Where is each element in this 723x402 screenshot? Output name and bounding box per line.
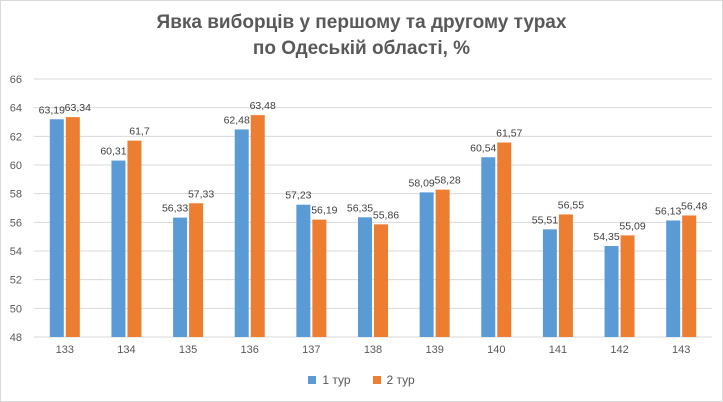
data-label: 55,51 xyxy=(532,214,558,226)
data-label: 55,86 xyxy=(373,209,399,221)
chart-title-line-1: Явка виборців у першому та другому турах xyxy=(156,12,567,33)
data-label: 56,35 xyxy=(347,202,373,214)
data-label: 56,19 xyxy=(311,205,337,217)
data-label: 61,57 xyxy=(496,127,522,139)
data-label: 56,13 xyxy=(655,205,681,217)
data-label: 57,23 xyxy=(285,190,311,202)
data-label: 55,09 xyxy=(619,220,645,232)
data-label: 56,33 xyxy=(162,203,188,215)
legend: 1 тур 2 тур xyxy=(0,373,723,387)
y-tick-label: 60 xyxy=(10,160,22,172)
data-label: 56,55 xyxy=(558,199,584,211)
bar-series-2 xyxy=(250,115,265,338)
y-tick-label: 54 xyxy=(10,246,22,258)
bar-series-1 xyxy=(111,160,126,337)
y-tick-label: 52 xyxy=(10,275,22,287)
y-tick-label: 48 xyxy=(10,332,22,344)
bar-series-2 xyxy=(497,142,512,337)
data-label: 56,48 xyxy=(681,200,707,212)
bar-series-2 xyxy=(127,140,142,337)
y-tick-label: 62 xyxy=(10,131,22,143)
x-tick-label: 143 xyxy=(672,344,690,356)
legend-swatch-series-1 xyxy=(308,376,317,384)
x-tick-label: 134 xyxy=(117,344,135,356)
bar-series-1 xyxy=(481,157,496,337)
bar-series-1 xyxy=(666,220,681,337)
bar-series-1 xyxy=(419,192,434,337)
x-tick-label: 139 xyxy=(425,344,443,356)
bar-series-1 xyxy=(49,119,64,337)
bar-series-1 xyxy=(542,229,557,337)
legend-label-series-1: 1 тур xyxy=(322,373,351,387)
data-label: 57,33 xyxy=(188,188,214,200)
bar-series-1 xyxy=(234,129,249,337)
data-label: 60,54 xyxy=(470,142,496,154)
x-tick-label: 136 xyxy=(241,344,259,356)
chart-title-line-2: по Одеській області, % xyxy=(252,38,471,59)
data-label: 60,31 xyxy=(100,146,126,158)
y-tick-label: 50 xyxy=(10,303,22,315)
bar-series-1 xyxy=(173,217,188,337)
y-tick-label: 58 xyxy=(10,189,22,201)
bar-series-2 xyxy=(65,117,80,337)
x-tick-label: 135 xyxy=(179,344,197,356)
legend-swatch-series-2 xyxy=(372,376,381,384)
x-tick-label: 142 xyxy=(610,344,628,356)
data-label: 58,28 xyxy=(434,175,460,187)
bar-series-2 xyxy=(435,189,450,337)
x-tick-label: 141 xyxy=(549,344,567,356)
bar-series-1 xyxy=(604,245,619,337)
y-tick-label: 66 xyxy=(10,74,22,86)
x-tick-label: 137 xyxy=(302,344,320,356)
y-tick-label: 64 xyxy=(10,103,22,115)
bar-series-1 xyxy=(296,204,311,337)
legend-item-series-1: 1 тур xyxy=(308,373,351,387)
legend-item-series-2: 2 тур xyxy=(372,373,415,387)
bar-series-2 xyxy=(682,215,697,337)
x-tick-label: 140 xyxy=(487,344,505,356)
bar-series-2 xyxy=(620,235,635,337)
data-label: 63,19 xyxy=(39,104,65,116)
bar-series-2 xyxy=(558,214,573,337)
bar-series-2 xyxy=(374,224,388,337)
legend-label-series-2: 2 тур xyxy=(386,373,415,387)
data-label: 63,48 xyxy=(250,100,276,112)
y-tick-label: 56 xyxy=(10,217,22,229)
bar-series-2 xyxy=(189,203,204,337)
data-label: 58,09 xyxy=(408,177,434,189)
data-label: 61,7 xyxy=(129,126,150,138)
x-tick-label: 138 xyxy=(364,344,382,356)
data-label: 54,35 xyxy=(593,231,619,243)
bar-series-2 xyxy=(312,219,327,337)
data-label: 63,34 xyxy=(65,102,91,114)
bar-series-1 xyxy=(358,217,372,337)
x-tick-label: 133 xyxy=(56,344,74,356)
data-label: 62,48 xyxy=(224,114,250,126)
